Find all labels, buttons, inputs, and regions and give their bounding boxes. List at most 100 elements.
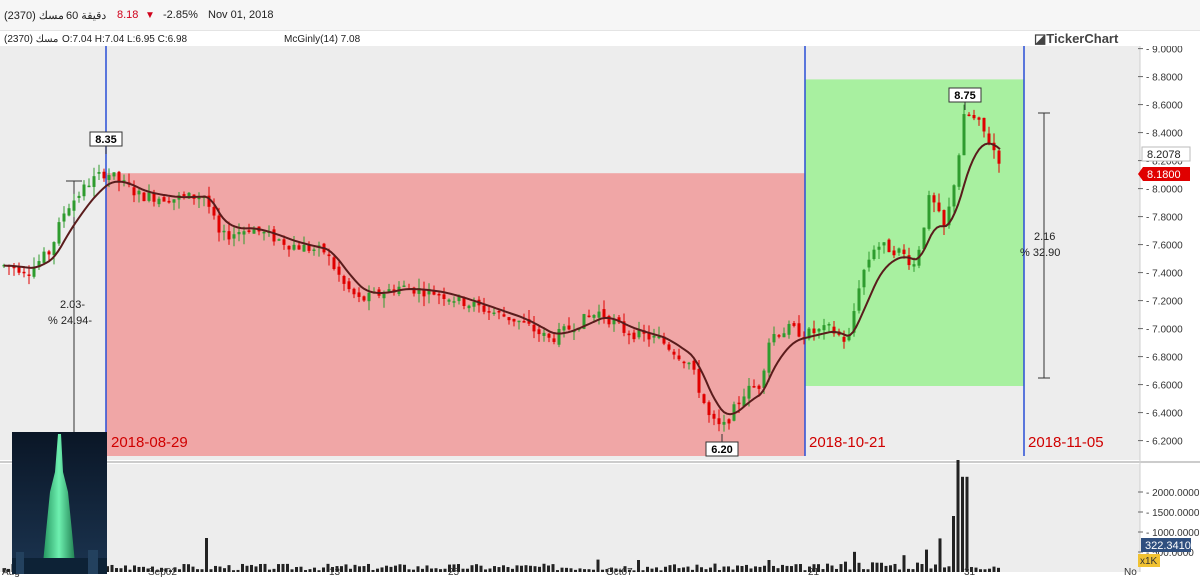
candle-body	[627, 333, 631, 336]
candle-body	[72, 200, 76, 211]
price-tick-label: - 8.2000	[1146, 157, 1183, 168]
price-tick-label: - 7.0000	[1146, 325, 1183, 336]
volume-bar	[866, 569, 870, 572]
candle-body	[92, 176, 96, 187]
candle-body	[432, 291, 436, 295]
callout-label: 8.75	[954, 90, 975, 102]
volume-bar	[893, 563, 897, 572]
candle-body	[212, 207, 216, 216]
candle-body	[462, 297, 466, 306]
volume-bar	[907, 568, 910, 572]
candle-body	[637, 329, 641, 338]
candle-body	[717, 418, 721, 425]
candle-body	[902, 249, 906, 254]
price-tick-label: - 7.2000	[1146, 297, 1183, 308]
chart-svg[interactable]: 2018-08-29 2018-10-21 2018-11-05 2.03- %…	[0, 17, 1200, 578]
candle-body	[672, 351, 676, 355]
volume-bar	[664, 566, 667, 572]
candle-body	[87, 185, 91, 188]
volume-bar	[686, 566, 690, 572]
volume-bar	[538, 566, 541, 572]
candle-body	[172, 199, 176, 203]
candle-body	[562, 326, 566, 331]
chart-area[interactable]: 2018-08-29 2018-10-21 2018-11-05 2.03- %…	[0, 17, 1200, 578]
current-price-tag: 8.1800	[1138, 167, 1190, 181]
candle-body	[897, 248, 901, 253]
volume-bar	[308, 569, 312, 572]
volume-bar	[970, 567, 973, 572]
brand-name: TickerChart	[1046, 31, 1119, 46]
volume-bar	[524, 565, 528, 572]
volume-bar	[335, 566, 339, 572]
candle-body	[302, 244, 306, 252]
candle-body	[282, 239, 286, 245]
volume-bar	[142, 566, 145, 572]
price-tick-label: - 6.8000	[1146, 353, 1183, 364]
volume-bar	[772, 565, 775, 572]
volume-bar	[371, 569, 375, 572]
candle-body	[497, 310, 501, 313]
candle-body	[807, 328, 811, 339]
volume-bar	[848, 569, 852, 572]
candle-body	[342, 276, 346, 284]
volume-tick-label: - 1500.0000	[1146, 508, 1200, 519]
candle-body	[142, 192, 146, 202]
volume-bar	[232, 570, 235, 572]
candle-body	[822, 325, 826, 331]
candle-body	[502, 314, 506, 317]
candle-body	[42, 251, 46, 263]
volume-bar	[529, 565, 532, 572]
thumbnail-image	[12, 432, 107, 574]
tower-picture	[12, 432, 107, 574]
candle-body	[707, 402, 711, 416]
volume-bar	[241, 563, 244, 572]
volume-bar	[547, 565, 550, 572]
candle-body	[592, 315, 596, 318]
volume-bar	[902, 555, 906, 572]
volume-bar	[871, 562, 874, 572]
candle-body	[952, 185, 956, 207]
volume-bar	[461, 568, 465, 572]
volume-bar	[475, 564, 478, 572]
candle-body	[182, 194, 186, 197]
volume-bar	[358, 566, 361, 572]
volume-bar	[659, 570, 663, 572]
volume-bar	[299, 566, 303, 572]
high-callout: 8.35	[89, 131, 123, 154]
volume-bar	[196, 569, 199, 572]
candle-body	[412, 287, 416, 294]
volume-bar	[596, 559, 600, 572]
candle-body	[587, 315, 591, 318]
volume-bar	[430, 568, 433, 572]
volume-pane[interactable]	[0, 464, 1140, 572]
low-callout: 6.20	[705, 434, 739, 457]
symbol-label[interactable]: مسك (2370)	[4, 10, 64, 22]
candle-body	[207, 195, 211, 207]
volume-bar	[403, 564, 406, 572]
candle-body	[82, 184, 86, 197]
volume-bar	[929, 568, 933, 572]
candle-body	[967, 114, 971, 117]
candle-body	[582, 314, 586, 329]
volume-bar	[223, 568, 226, 572]
volume-last: 322.3410	[1145, 540, 1191, 552]
candle-body	[447, 299, 451, 302]
volume-bar	[115, 568, 118, 572]
time-axis[interactable]: Aug Sep02 13 25 Oct07 21 31 No	[2, 567, 1137, 578]
volume-bar	[655, 567, 658, 572]
volume-bar	[920, 564, 924, 572]
candle-body	[982, 117, 986, 132]
volume-bar	[605, 568, 609, 572]
volume-bar	[560, 567, 564, 572]
candle-body	[312, 249, 316, 251]
volume-bar	[331, 567, 334, 572]
candle-body	[972, 114, 976, 119]
volume-bar	[875, 562, 879, 572]
candle-body	[617, 317, 621, 323]
candle-body	[157, 198, 161, 205]
candle-body	[402, 285, 406, 287]
volume-bar	[295, 567, 298, 572]
volume-bar	[817, 564, 820, 572]
measure-value: 2.03-	[60, 299, 85, 311]
interval-label[interactable]: 60 دقيقة	[66, 10, 107, 22]
